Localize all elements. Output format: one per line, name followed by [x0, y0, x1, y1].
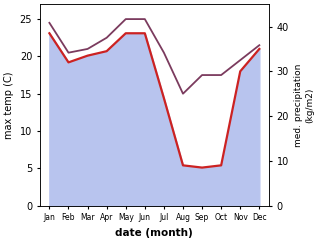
Y-axis label: max temp (C): max temp (C)	[4, 71, 14, 139]
X-axis label: date (month): date (month)	[115, 228, 193, 238]
Y-axis label: med. precipitation
(kg/m2): med. precipitation (kg/m2)	[294, 63, 314, 147]
